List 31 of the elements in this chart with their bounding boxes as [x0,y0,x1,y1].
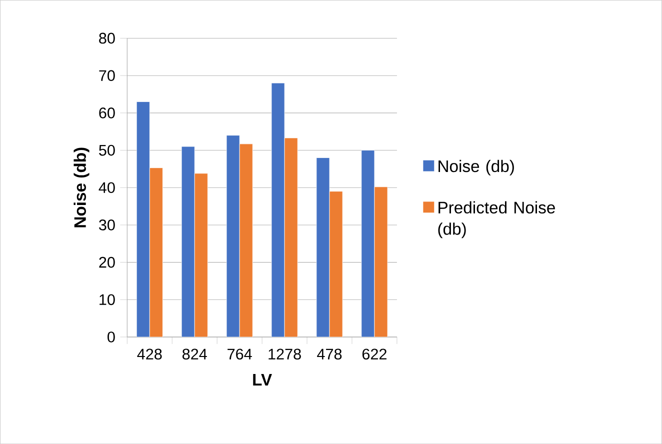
x-tick-label: 764 [228,348,252,360]
bar [271,82,285,337]
y-tick-label: 10 [100,294,115,305]
y-tick-label: 0 [108,331,115,342]
y-tick-label: 40 [98,182,115,193]
y-tick-label: 80 [99,32,115,44]
bar [136,101,150,337]
x-tick-label: 428 [137,348,162,360]
y-tick-label: 60 [99,107,115,118]
y-axis-title: Noise (db) [74,148,90,228]
x-tick-label: 1278 [268,348,301,360]
bar [284,138,298,337]
x-tick-label: 824 [182,348,207,360]
x-tick-label: 622 [362,348,386,360]
bar [181,146,195,337]
y-tick-label: 70 [99,70,115,81]
legend-label: Noise (db) [438,160,514,176]
x-tick-label: 478 [317,348,342,360]
bar [329,191,343,337]
bar [374,186,388,337]
y-tick-label: 50 [99,144,115,156]
x-axis-title: LV [253,374,272,386]
bar [149,168,163,337]
legend-label: Predicted Noise (db) [438,201,555,238]
bar [226,135,240,337]
y-tick-label: 20 [99,256,115,268]
bar [361,150,375,337]
bar [316,157,330,337]
bar [239,144,253,337]
y-tick-label: 30 [99,219,115,230]
bar [194,173,208,337]
